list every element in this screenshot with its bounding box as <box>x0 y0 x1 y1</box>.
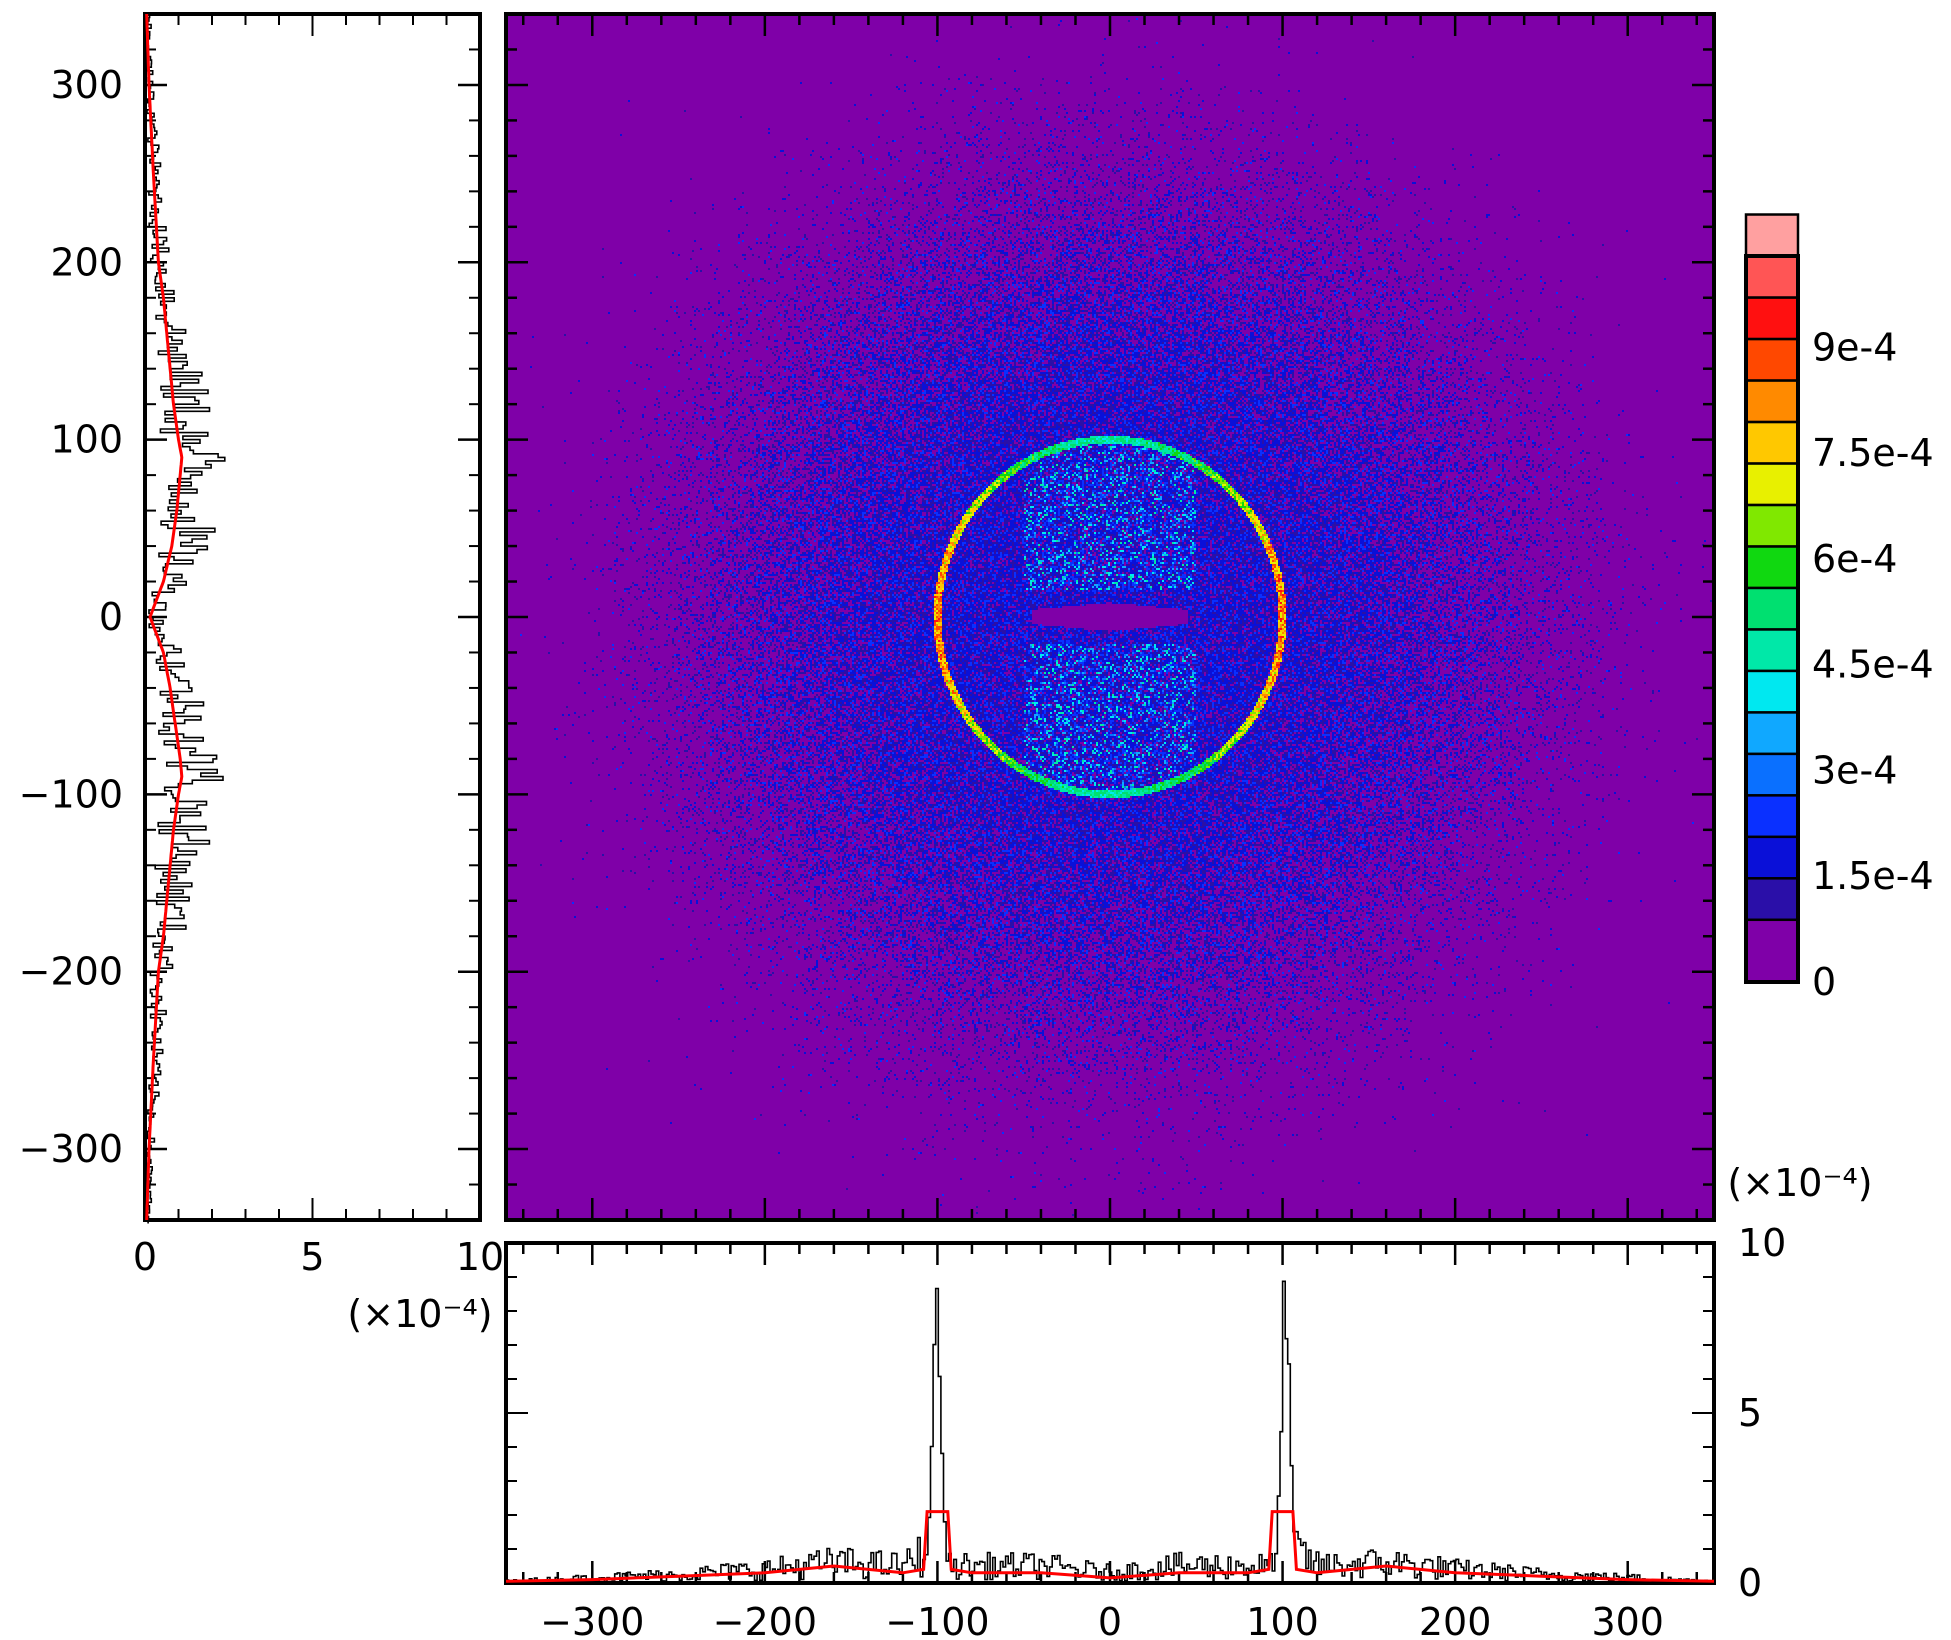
colorbar-tick-label: 7.5e-4 <box>1812 431 1934 475</box>
colorbar-swatch <box>1744 835 1800 880</box>
colorbar-swatch <box>1744 711 1800 756</box>
colorbar-swatch <box>1744 420 1800 465</box>
colorbar-tick-label: 3e-4 <box>1812 748 1897 792</box>
colorbar-swatch <box>1744 586 1800 631</box>
x-tick-label: 0 <box>1098 1600 1122 1640</box>
y-projection-smoothed <box>145 13 184 1221</box>
y-tick-label: 300 <box>50 63 123 107</box>
y-tick-label: 0 <box>99 595 123 639</box>
colorbar-swatch <box>1744 503 1800 548</box>
value-tick-label: 10 <box>1738 1221 1786 1265</box>
x-projection-smoothed <box>505 1510 1715 1583</box>
x-projection-histogram <box>506 1280 1715 1584</box>
colorbar-swatch <box>1744 296 1800 341</box>
heatmap-image <box>506 14 1714 1220</box>
x-tick-label: 300 <box>1591 1600 1664 1640</box>
value-tick-label: 0 <box>133 1235 157 1279</box>
colorbar-swatch <box>1744 545 1800 590</box>
heatmap-axes <box>504 12 1716 1222</box>
x-tick-label: −300 <box>540 1600 644 1640</box>
x-tick-label: 200 <box>1419 1600 1492 1640</box>
colorbar-tick-label: 9e-4 <box>1812 325 1897 369</box>
colorbar-swatch <box>1744 794 1800 839</box>
y-projection-multiplier: (×10⁻⁴) <box>347 1292 492 1336</box>
x-tick-label: −100 <box>885 1600 989 1640</box>
colorbar-tick-label: 4.5e-4 <box>1812 643 1934 687</box>
colorbar-tick-label: 6e-4 <box>1812 537 1897 581</box>
colorbar-swatch <box>1744 213 1800 258</box>
x-projection-multiplier: (×10⁻⁴) <box>1727 1161 1872 1205</box>
value-tick-label: 5 <box>300 1235 324 1279</box>
y-tick-label: −300 <box>19 1127 123 1171</box>
y-tick-label: −200 <box>19 950 123 994</box>
x-projection-panel: −300 −200 −100 0 100 200 300 0 5 10 (×10⁻⁴) <box>504 1161 1873 1640</box>
colorbar-swatch <box>1744 918 1800 984</box>
colorbar-frame <box>1744 254 1800 984</box>
colorbar-swatch <box>1744 877 1800 922</box>
colorbar: 0 1.5e-4 3e-4 4.5e-4 6e-4 7.5e-4 9e-4 <box>1744 213 1934 1004</box>
colorbar-tick-label: 0 <box>1812 960 1836 1004</box>
colorbar-swatch <box>1744 628 1800 673</box>
y-tick-label: 200 <box>50 240 123 284</box>
colorbar-swatch <box>1744 669 1800 714</box>
y-projection-panel: −300 −200 −100 0 100 200 300 0 5 10 (×10⁻⁴) <box>19 12 504 1336</box>
value-tick-label: 10 <box>456 1235 504 1279</box>
y-tick-label: −100 <box>19 772 123 816</box>
x-tick-label: 100 <box>1246 1600 1319 1640</box>
value-tick-label: 5 <box>1738 1391 1762 1435</box>
heatmap-frame <box>504 12 1716 1222</box>
x-tick-label: −200 <box>713 1600 817 1640</box>
colorbar-swatch <box>1744 337 1800 382</box>
colorbar-swatch <box>1744 752 1800 797</box>
colorbar-swatch <box>1744 254 1800 299</box>
colorbar-tick-label: 1.5e-4 <box>1812 854 1934 898</box>
y-tick-label: 100 <box>50 418 123 462</box>
colorbar-swatch <box>1744 462 1800 507</box>
x-projection-frame <box>504 1241 1716 1585</box>
value-tick-label: 0 <box>1738 1561 1762 1605</box>
y-projection-frame <box>143 12 482 1222</box>
colorbar-swatch <box>1744 379 1800 424</box>
